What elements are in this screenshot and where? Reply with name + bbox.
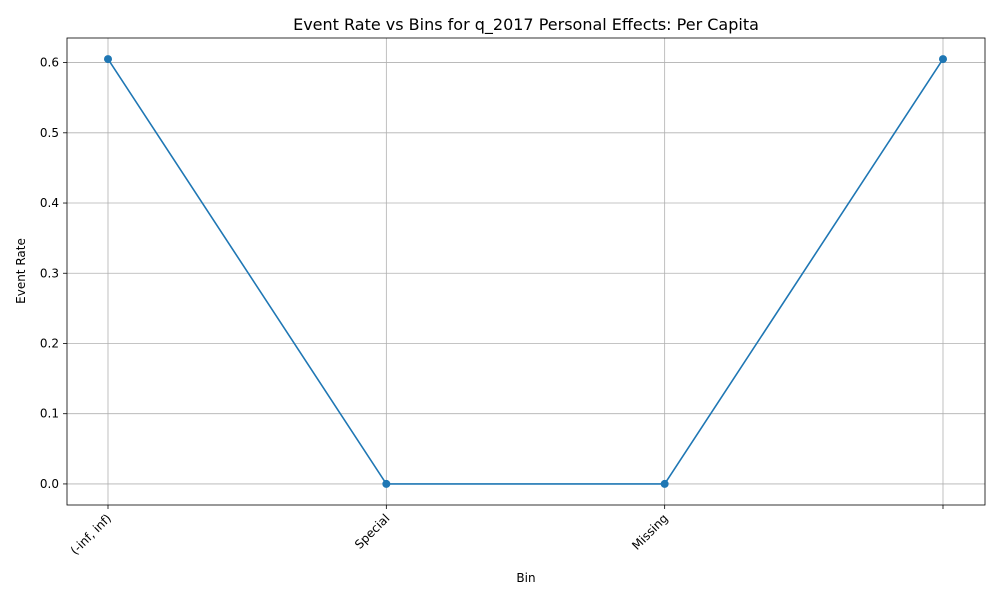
y-tick-label: 0.4	[40, 196, 59, 210]
x-axis: (-inf, inf) Special Missing	[68, 505, 944, 558]
y-tick-label: 0.2	[40, 336, 59, 350]
data-point	[939, 55, 947, 64]
y-tick-label: 0.0	[40, 477, 59, 491]
x-tick-label: (-inf, inf)	[68, 511, 114, 557]
y-tick-label: 0.3	[40, 266, 59, 280]
y-tick-label: 0.1	[40, 407, 59, 421]
data-point	[382, 479, 391, 488]
data-point	[660, 479, 669, 488]
x-tick-label: Special	[352, 511, 392, 551]
y-axis: 0.0 0.1 0.2 0.3 0.4 0.5 0.6	[40, 56, 67, 491]
plot-frame	[66, 37, 986, 506]
series-line	[107, 58, 944, 485]
data-point	[104, 55, 112, 64]
y-axis-label: Event Rate	[14, 238, 28, 304]
x-axis-label: Bin	[516, 571, 535, 585]
grid-layer	[67, 38, 985, 505]
series-layer	[104, 55, 947, 488]
chart-title: Event Rate vs Bins for q_2017 Personal E…	[293, 15, 759, 35]
y-tick-label: 0.6	[40, 56, 59, 70]
y-tick-label: 0.5	[40, 126, 59, 140]
x-tick-label: Missing	[629, 511, 671, 553]
